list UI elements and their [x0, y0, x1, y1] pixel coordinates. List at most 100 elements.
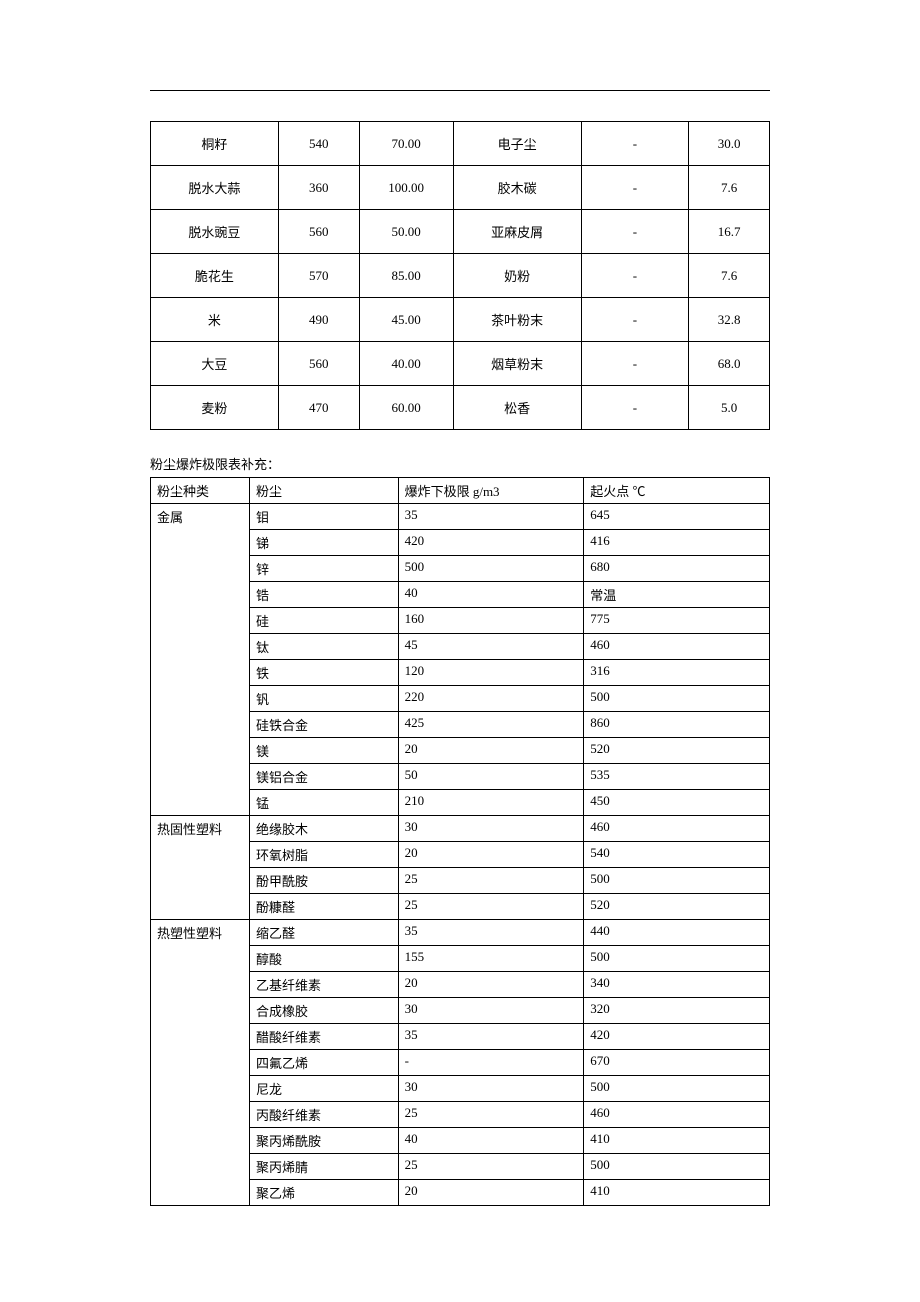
- dust-name-cell: 钛: [250, 634, 399, 660]
- temp-cell: 540: [584, 842, 770, 868]
- table-cell: 桐籽: [151, 122, 279, 166]
- header-dust: 粉尘: [250, 478, 399, 504]
- temp-cell: 410: [584, 1180, 770, 1206]
- table-cell: -: [581, 122, 689, 166]
- limit-cell: 25: [398, 1102, 584, 1128]
- table-cell: 560: [278, 342, 359, 386]
- temp-cell: 520: [584, 738, 770, 764]
- temp-cell: 670: [584, 1050, 770, 1076]
- category-cell: 热塑性塑料: [151, 920, 250, 1206]
- dust-name-cell: 硅铁合金: [250, 712, 399, 738]
- table-cell: 540: [278, 122, 359, 166]
- dust-name-cell: 钼: [250, 504, 399, 530]
- table-cell: 奶粉: [453, 254, 581, 298]
- limit-cell: 120: [398, 660, 584, 686]
- temp-cell: 500: [584, 946, 770, 972]
- table-cell: 470: [278, 386, 359, 430]
- dust-table-2: 粉尘种类 粉尘 爆炸下极限 g/m3 起火点 ℃ 金属钼35645锑420416…: [150, 477, 770, 1206]
- dust-name-cell: 酚甲酰胺: [250, 868, 399, 894]
- dust-name-cell: 锰: [250, 790, 399, 816]
- dust-name-cell: 尼龙: [250, 1076, 399, 1102]
- table2-header-row: 粉尘种类 粉尘 爆炸下极限 g/m3 起火点 ℃: [151, 478, 770, 504]
- temp-cell: 420: [584, 1024, 770, 1050]
- temp-cell: 416: [584, 530, 770, 556]
- temp-cell: 500: [584, 1154, 770, 1180]
- dust-name-cell: 硅: [250, 608, 399, 634]
- temp-cell: 460: [584, 634, 770, 660]
- dust-name-cell: 合成橡胶: [250, 998, 399, 1024]
- page-content: 桐籽54070.00电子尘-30.0脱水大蒜360100.00胶木碳-7.6脱水…: [150, 90, 770, 1206]
- limit-cell: 30: [398, 816, 584, 842]
- table-cell: 68.0: [689, 342, 770, 386]
- limit-cell: 25: [398, 868, 584, 894]
- table-cell: 米: [151, 298, 279, 342]
- limit-cell: 25: [398, 1154, 584, 1180]
- table-cell: 560: [278, 210, 359, 254]
- table-row: 麦粉47060.00松香-5.0: [151, 386, 770, 430]
- table-cell: 7.6: [689, 254, 770, 298]
- temp-cell: 460: [584, 1102, 770, 1128]
- table-row: 热塑性塑料缩乙醛35440: [151, 920, 770, 946]
- limit-cell: 210: [398, 790, 584, 816]
- dust-name-cell: 聚丙烯酰胺: [250, 1128, 399, 1154]
- temp-cell: 410: [584, 1128, 770, 1154]
- table-row: 桐籽54070.00电子尘-30.0: [151, 122, 770, 166]
- table-cell: 胶木碳: [453, 166, 581, 210]
- table-cell: 32.8: [689, 298, 770, 342]
- table2-caption: 粉尘爆炸极限表补充：: [150, 454, 770, 473]
- table-cell: 大豆: [151, 342, 279, 386]
- table-cell: 脆花生: [151, 254, 279, 298]
- table-cell: 麦粉: [151, 386, 279, 430]
- dust-name-cell: 醇酸: [250, 946, 399, 972]
- temp-cell: 460: [584, 816, 770, 842]
- temp-cell: 340: [584, 972, 770, 998]
- table-cell: 570: [278, 254, 359, 298]
- table-cell: -: [581, 342, 689, 386]
- dust-name-cell: 乙基纤维素: [250, 972, 399, 998]
- dust-name-cell: 酚糠醛: [250, 894, 399, 920]
- limit-cell: 20: [398, 1180, 584, 1206]
- table-cell: 85.00: [359, 254, 453, 298]
- table-row: 米49045.00茶叶粉末-32.8: [151, 298, 770, 342]
- temp-cell: 500: [584, 868, 770, 894]
- table-row: 热固性塑料绝缘胶木30460: [151, 816, 770, 842]
- table-cell: -: [581, 386, 689, 430]
- dust-table-1: 桐籽54070.00电子尘-30.0脱水大蒜360100.00胶木碳-7.6脱水…: [150, 121, 770, 430]
- header-temp: 起火点 ℃: [584, 478, 770, 504]
- limit-cell: 30: [398, 1076, 584, 1102]
- temp-cell: 450: [584, 790, 770, 816]
- temp-cell: 320: [584, 998, 770, 1024]
- table-cell: 100.00: [359, 166, 453, 210]
- table-cell: 30.0: [689, 122, 770, 166]
- limit-cell: 500: [398, 556, 584, 582]
- limit-cell: 25: [398, 894, 584, 920]
- limit-cell: 220: [398, 686, 584, 712]
- table-cell: 7.6: [689, 166, 770, 210]
- table-cell: 490: [278, 298, 359, 342]
- table-row: 脱水大蒜360100.00胶木碳-7.6: [151, 166, 770, 210]
- table-cell: -: [581, 210, 689, 254]
- dust-name-cell: 缩乙醛: [250, 920, 399, 946]
- temp-cell: 645: [584, 504, 770, 530]
- temp-cell: 520: [584, 894, 770, 920]
- table-cell: 360: [278, 166, 359, 210]
- category-cell: 热固性塑料: [151, 816, 250, 920]
- dust-name-cell: 锆: [250, 582, 399, 608]
- temp-cell: 500: [584, 686, 770, 712]
- temp-cell: 860: [584, 712, 770, 738]
- temp-cell: 775: [584, 608, 770, 634]
- table-cell: -: [581, 298, 689, 342]
- table-cell: 脱水豌豆: [151, 210, 279, 254]
- limit-cell: 45: [398, 634, 584, 660]
- temp-cell: 680: [584, 556, 770, 582]
- limit-cell: 160: [398, 608, 584, 634]
- table-row: 脱水豌豆56050.00亚麻皮屑-16.7: [151, 210, 770, 254]
- dust-name-cell: 镁铝合金: [250, 764, 399, 790]
- limit-cell: 35: [398, 1024, 584, 1050]
- table-cell: 60.00: [359, 386, 453, 430]
- table-cell: 70.00: [359, 122, 453, 166]
- dust-name-cell: 钒: [250, 686, 399, 712]
- table-cell: 松香: [453, 386, 581, 430]
- table-row: 金属钼35645: [151, 504, 770, 530]
- table-cell: 45.00: [359, 298, 453, 342]
